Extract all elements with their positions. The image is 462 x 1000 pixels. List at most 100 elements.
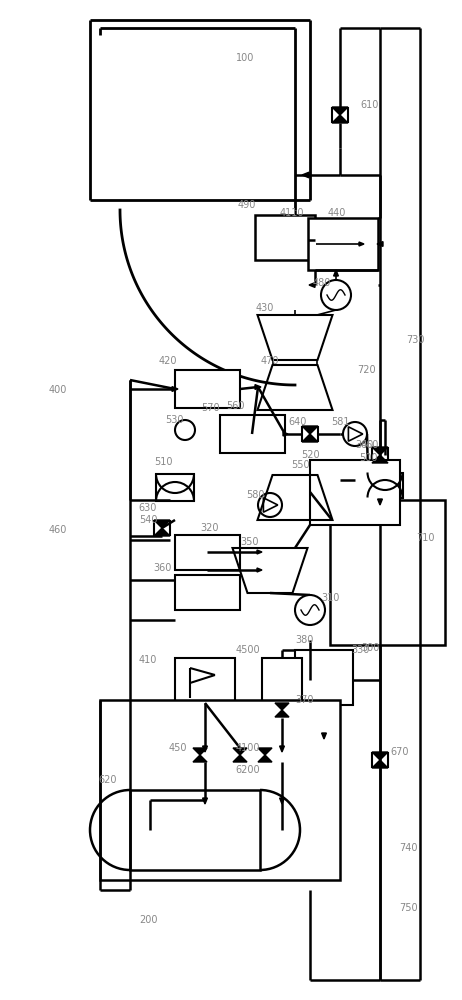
Bar [367,473,402,497]
Polygon shape [233,755,247,762]
Text: 430: 430 [256,303,274,313]
Text: 520: 520 [301,450,319,460]
Polygon shape [258,755,272,762]
Text: 4100: 4100 [236,743,260,753]
Text: 580: 580 [246,490,264,500]
Text: 350: 350 [241,537,259,547]
Polygon shape [172,387,178,391]
Polygon shape [372,447,388,455]
Text: 410: 410 [139,655,157,665]
Text: 4500: 4500 [236,645,260,655]
Text: 200: 200 [139,915,157,925]
Text: 380: 380 [296,635,314,645]
Polygon shape [302,434,318,442]
Polygon shape [193,748,207,755]
Text: 610: 610 [361,100,379,110]
Text: 670: 670 [391,747,409,757]
Text: 420: 420 [159,356,177,366]
Bar [130,790,260,870]
Text: 440: 440 [328,208,346,218]
Polygon shape [309,283,315,287]
Text: 740: 740 [399,843,417,853]
Text: 480: 480 [313,278,331,288]
Polygon shape [283,432,288,436]
Text: 500: 500 [359,453,377,463]
Polygon shape [257,550,262,554]
Polygon shape [377,242,383,246]
Polygon shape [258,748,272,755]
Bar [295,650,353,705]
Polygon shape [154,528,170,536]
Text: 330: 330 [351,645,369,655]
Bar [100,700,340,880]
Text: 400: 400 [49,385,67,395]
Bar [255,215,315,260]
Bar [175,658,235,703]
Text: 581: 581 [331,417,349,427]
Text: 510: 510 [154,457,172,467]
Polygon shape [372,455,388,463]
Polygon shape [257,568,262,572]
Bar [330,500,445,645]
Bar [156,474,194,501]
Text: 310: 310 [321,593,339,603]
Text: 660: 660 [361,440,379,450]
Polygon shape [359,242,364,246]
Text: 530: 530 [165,415,183,425]
Polygon shape [372,760,388,768]
Text: 6200: 6200 [236,765,260,775]
Polygon shape [302,426,318,434]
Polygon shape [193,755,207,762]
Polygon shape [377,499,383,505]
Circle shape [295,595,325,625]
Text: 100: 100 [236,53,254,63]
Polygon shape [203,746,207,752]
Text: 300: 300 [361,643,379,653]
Bar [175,370,240,408]
Polygon shape [302,172,309,178]
Polygon shape [275,710,289,717]
Text: 360: 360 [154,563,172,573]
Bar [175,575,240,610]
Text: 370: 370 [296,695,314,705]
Text: 540: 540 [139,515,157,525]
Polygon shape [332,115,348,123]
Text: 570: 570 [201,403,219,413]
Text: 320: 320 [201,523,219,533]
Text: 630: 630 [139,503,157,513]
Text: 450: 450 [169,743,187,753]
Text: 4110: 4110 [280,208,304,218]
Bar [308,218,378,270]
Text: 340: 340 [356,440,374,450]
Text: 560: 560 [226,401,244,411]
Circle shape [343,422,367,446]
Circle shape [175,420,195,440]
Polygon shape [255,385,261,389]
Text: 640: 640 [289,417,307,427]
Text: 750: 750 [399,903,417,913]
Circle shape [258,493,282,517]
Circle shape [321,280,351,310]
Polygon shape [372,752,388,760]
Text: 550: 550 [291,460,310,470]
Polygon shape [280,798,285,804]
Polygon shape [322,733,326,739]
Polygon shape [203,798,207,804]
Polygon shape [233,748,247,755]
Text: 730: 730 [406,335,424,345]
Polygon shape [275,703,289,710]
Polygon shape [334,270,338,276]
Text: 710: 710 [416,533,434,543]
Polygon shape [332,107,348,115]
Text: 720: 720 [357,365,375,375]
Polygon shape [280,746,285,752]
Bar [262,658,302,703]
Polygon shape [154,520,170,528]
Text: 490: 490 [238,200,256,210]
Bar [175,535,240,570]
Text: 470: 470 [261,356,279,366]
Text: 620: 620 [99,775,117,785]
Bar [310,460,400,525]
Text: 460: 460 [49,525,67,535]
Bar [220,415,285,453]
